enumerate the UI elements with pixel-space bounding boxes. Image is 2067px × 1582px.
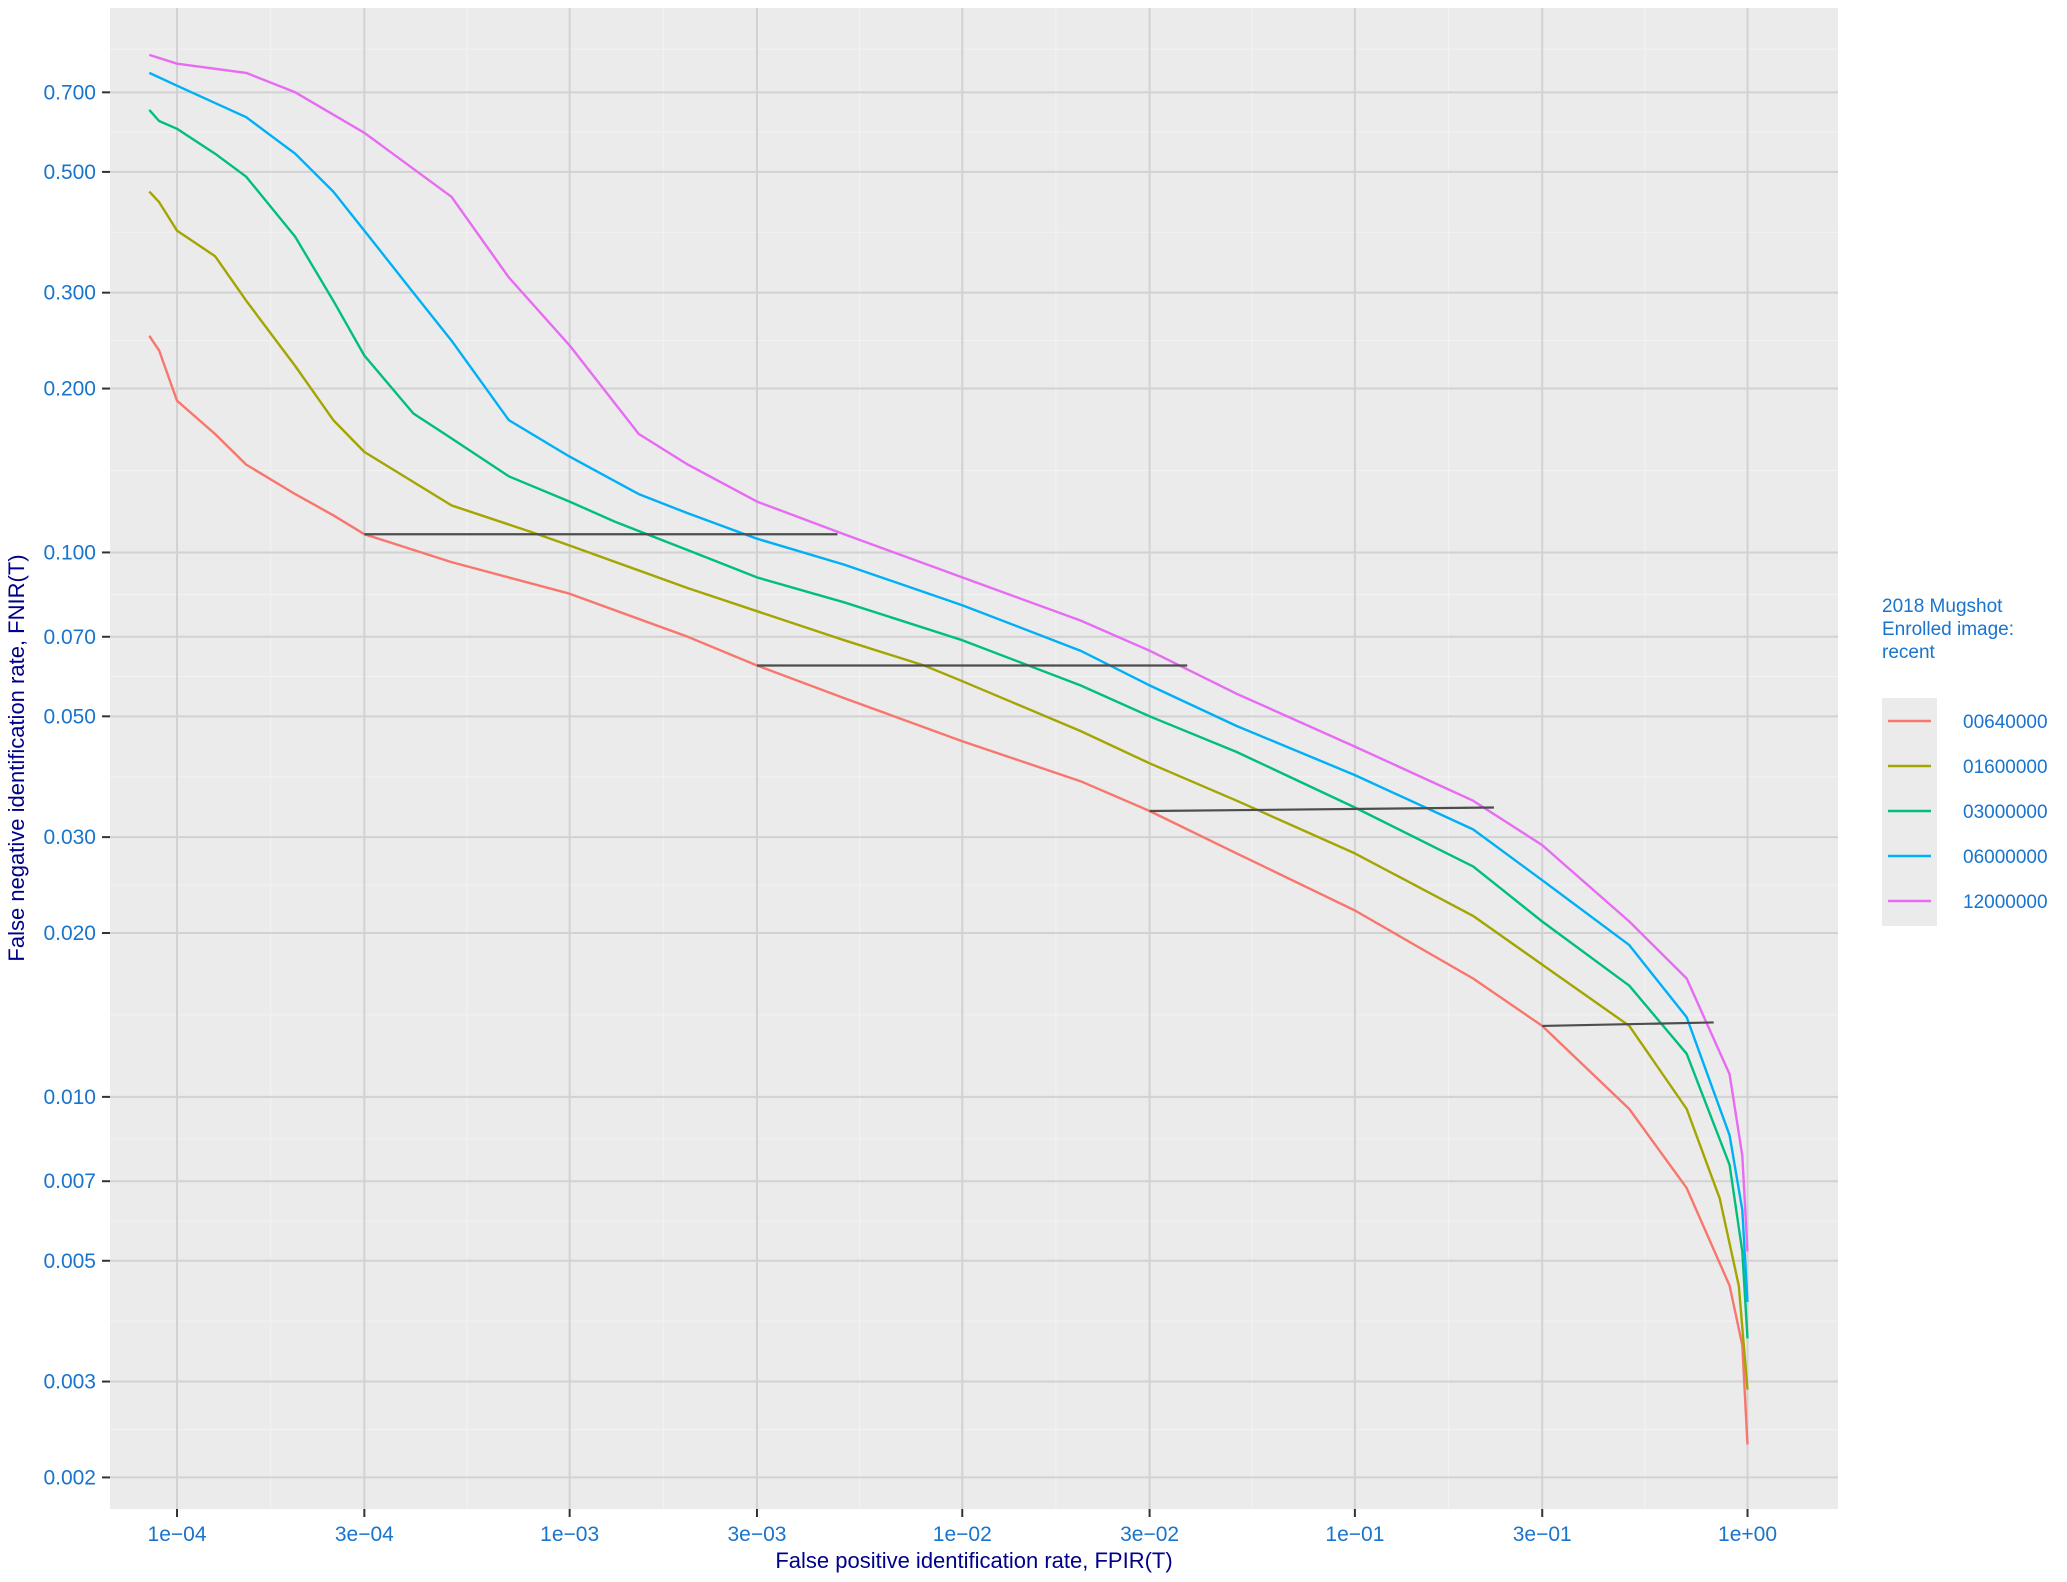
legend-label-01600000: 01600000 (1963, 757, 2048, 778)
y-tick-label: 0.003 (43, 1371, 96, 1394)
legend-label-00640000: 00640000 (1963, 712, 2048, 733)
legend-label-03000000: 03000000 (1963, 802, 2048, 823)
y-tick-label: 0.007 (43, 1170, 96, 1193)
y-tick-label: 0.020 (43, 922, 96, 945)
y-tick-label: 0.300 (43, 282, 96, 305)
series-layer (148, 53, 1749, 1445)
x-tick-label: 3e−02 (1120, 1523, 1179, 1546)
y-tick-label: 0.002 (43, 1466, 96, 1489)
y-tick-label: 0.500 (43, 161, 96, 184)
x-tick-label: 3e−01 (1513, 1523, 1572, 1546)
series-line-06000000 (148, 71, 1749, 1303)
y-tick-label: 0.005 (43, 1250, 96, 1273)
y-tick-label: 0.700 (43, 81, 96, 104)
connector-line (1149, 806, 1494, 813)
y-tick-label: 0.050 (43, 705, 96, 728)
x-tick-label: 1e+00 (1718, 1523, 1777, 1546)
x-tick-label: 1e−02 (933, 1523, 992, 1546)
y-tick-label: 0.010 (43, 1086, 96, 1109)
series-line-12000000 (148, 53, 1749, 1252)
y-tick-label: 0.030 (43, 826, 96, 849)
y-tick-label: 0.100 (43, 541, 96, 564)
plot-panel (110, 8, 1838, 1509)
legend: 2018 Mugshot Enrolled image: recent 0064… (1882, 596, 2048, 926)
x-tick-label: 3e−04 (335, 1523, 394, 1546)
x-axis-title: False positive identification rate, FPIR… (775, 1548, 1172, 1573)
x-tick-label: 1e−01 (1325, 1523, 1384, 1546)
series-line-00640000 (148, 335, 1749, 1445)
major-grid (110, 8, 1838, 1509)
x-tick-label: 1e−04 (148, 1523, 207, 1546)
connector-line (1542, 1021, 1714, 1028)
x-tick-label: 3e−03 (727, 1523, 786, 1546)
series-line-01600000 (148, 190, 1749, 1390)
legend-title-line-1: 2018 Mugshot (1882, 596, 2003, 617)
y-axis-title: False negative identification rate, FNIR… (4, 554, 29, 961)
legend-label-06000000: 06000000 (1963, 847, 2048, 868)
legend-items: 00640000 01600000 03000000 06000000 12000000 (1888, 712, 2048, 913)
y-tick-label: 0.070 (43, 626, 96, 649)
y-axis: 0.002 0.003 0.005 0.007 0.010 0.020 0.030 0.050… (43, 81, 110, 1489)
y-tick-label: 0.200 (43, 378, 96, 401)
legend-label-12000000: 12000000 (1963, 892, 2048, 913)
series-line-03000000 (148, 109, 1749, 1339)
legend-title-line-3: recent (1882, 642, 1936, 663)
x-axis: 1e−04 3e−04 1e−03 3e−03 1e−02 3e−02 1e−01 3e−01… (148, 1509, 1777, 1546)
x-tick-label: 1e−03 (540, 1523, 599, 1546)
legend-title-line-2: Enrolled image: (1882, 619, 2014, 640)
connector-layer (364, 533, 1714, 1028)
